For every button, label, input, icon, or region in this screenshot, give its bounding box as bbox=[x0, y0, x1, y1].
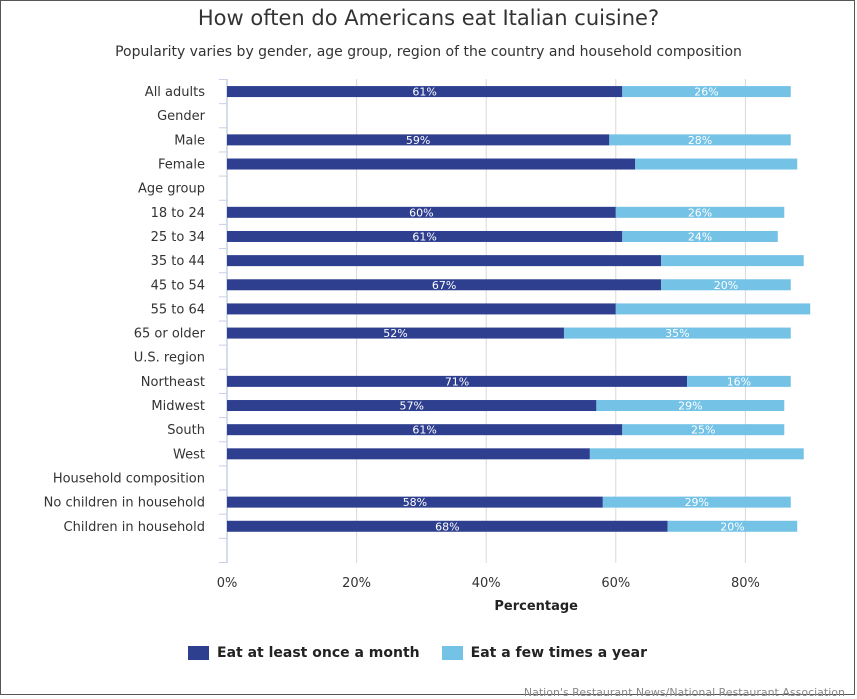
bar-few-times bbox=[661, 279, 791, 291]
bar-monthly bbox=[227, 206, 616, 218]
legend-swatch-few-times bbox=[441, 646, 463, 660]
data-label: 24% bbox=[688, 230, 712, 243]
data-label: 16% bbox=[727, 375, 751, 388]
category-label: 25 to 34 bbox=[151, 230, 205, 245]
bar-monthly bbox=[227, 375, 688, 387]
bar-monthly bbox=[227, 255, 662, 267]
data-label: 26% bbox=[688, 206, 712, 219]
category-label: Children in household bbox=[64, 520, 205, 535]
legend-label-monthly: Eat at least once a month bbox=[217, 645, 420, 661]
category-label: Male bbox=[174, 133, 205, 148]
data-label: 28% bbox=[688, 134, 712, 147]
bar-few-times bbox=[622, 424, 785, 436]
category-label: 55 to 64 bbox=[151, 302, 205, 317]
category-label: Midwest bbox=[151, 399, 205, 414]
data-label: 57% bbox=[399, 400, 423, 413]
bar-monthly bbox=[227, 400, 597, 412]
x-axis-title: Percentage bbox=[494, 599, 578, 614]
bar-few-times bbox=[622, 86, 791, 98]
category-label: No children in household bbox=[44, 496, 205, 511]
bar-monthly bbox=[227, 86, 623, 98]
bar-few-times bbox=[661, 255, 804, 267]
data-label: 61% bbox=[412, 424, 436, 437]
category-label: U.S. region bbox=[134, 351, 205, 366]
bar-few-times bbox=[687, 375, 791, 387]
bar-monthly bbox=[227, 520, 668, 532]
bar-few-times bbox=[609, 134, 791, 146]
x-tick-label-0: 0% bbox=[217, 576, 238, 591]
data-label: 52% bbox=[383, 327, 407, 340]
data-label: 71% bbox=[445, 375, 469, 388]
bar-few-times bbox=[589, 448, 804, 460]
category-label: West bbox=[173, 447, 205, 462]
data-label: 58% bbox=[403, 496, 427, 509]
category-label: Age group bbox=[138, 182, 205, 197]
category-label: Household composition bbox=[53, 471, 205, 486]
data-label: 67% bbox=[432, 279, 456, 292]
chart-title: How often do Americans eat Italian cuisi… bbox=[197, 6, 660, 30]
data-label: 68% bbox=[435, 520, 459, 533]
legend-swatch-monthly bbox=[188, 646, 209, 660]
data-label: 35% bbox=[665, 327, 689, 340]
category-label: 18 to 24 bbox=[151, 206, 205, 221]
data-label: 60% bbox=[409, 206, 433, 219]
legend: Eat at least once a month Eat a few time… bbox=[188, 645, 669, 661]
bar-few-times bbox=[667, 520, 798, 532]
category-label: Northeast bbox=[141, 375, 205, 390]
x-tick-label-80: 80% bbox=[731, 576, 760, 591]
category-label: 45 to 54 bbox=[151, 278, 205, 293]
data-label: 59% bbox=[406, 134, 430, 147]
bar-monthly bbox=[227, 279, 662, 291]
bar-monthly bbox=[227, 230, 623, 242]
category-label: 35 to 44 bbox=[151, 254, 205, 269]
bar-monthly bbox=[227, 424, 623, 436]
bar-few-times bbox=[622, 230, 778, 242]
data-label: 20% bbox=[714, 279, 738, 292]
source-credit: Nation's Restaurant News/National Restau… bbox=[523, 686, 845, 699]
x-tick-label-60: 60% bbox=[601, 576, 630, 591]
data-label: 26% bbox=[694, 86, 718, 99]
data-label: 61% bbox=[412, 230, 436, 243]
data-label: 29% bbox=[678, 400, 702, 413]
data-label: 20% bbox=[720, 520, 744, 533]
category-label: Gender bbox=[157, 109, 206, 124]
bar-few-times bbox=[596, 400, 785, 412]
bar-few-times bbox=[635, 158, 798, 170]
category-label: Female bbox=[158, 158, 205, 173]
x-tick-label-40: 40% bbox=[472, 576, 501, 591]
bar-few-times bbox=[615, 206, 785, 218]
bar-few-times bbox=[563, 327, 791, 339]
bar-monthly bbox=[227, 496, 603, 508]
x-tick-label-20: 20% bbox=[342, 576, 371, 591]
bar-monthly bbox=[227, 134, 610, 146]
bar-monthly bbox=[227, 327, 564, 339]
bar-monthly bbox=[227, 158, 636, 170]
category-label: All adults bbox=[145, 85, 205, 100]
bar-few-times bbox=[615, 303, 811, 315]
legend-label-few-times: Eat a few times a year bbox=[470, 645, 648, 661]
legend-item-monthly[interactable]: Eat at least once a month bbox=[188, 645, 420, 661]
data-label: 25% bbox=[691, 424, 715, 437]
bar-chart: 0% 20% 40% 60% 80% Percentage All adults 61% 26%… bbox=[44, 79, 811, 614]
category-label: South bbox=[167, 423, 205, 438]
category-label: 65 or older bbox=[134, 327, 206, 342]
bar-monthly bbox=[227, 448, 590, 460]
data-label: 29% bbox=[685, 496, 709, 509]
legend-item-few-times[interactable]: Eat a few times a year bbox=[441, 645, 648, 661]
chart-subtitle: Popularity varies by gender, age group, … bbox=[115, 44, 742, 60]
bar-few-times bbox=[602, 496, 791, 508]
data-label: 61% bbox=[412, 86, 436, 99]
bar-monthly bbox=[227, 303, 616, 315]
